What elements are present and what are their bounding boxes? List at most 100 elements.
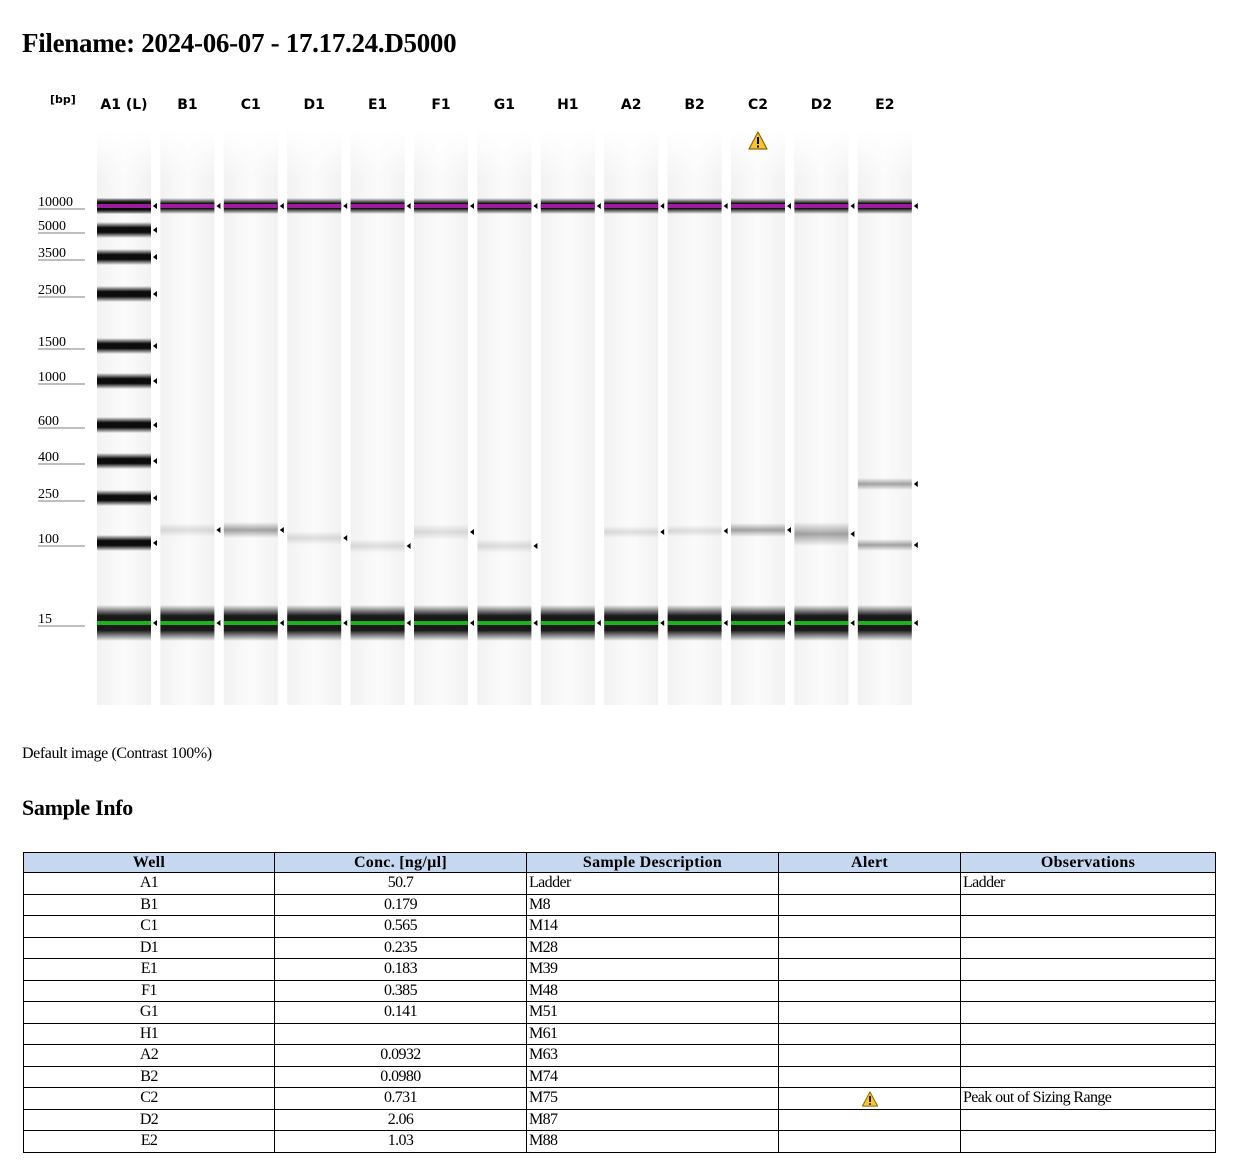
- table-row: F1 0.385 M48: [23, 979, 1216, 1002]
- lower-marker: [223, 621, 278, 625]
- description-cell: M51: [526, 1001, 779, 1024]
- lane-label: E1: [368, 97, 387, 113]
- conc-cell: 50.7: [274, 872, 527, 895]
- ladder-size-label: 250: [38, 487, 59, 502]
- gel-lane: [540, 130, 601, 705]
- ladder-band: [97, 535, 151, 551]
- well-cell: B1: [23, 893, 275, 916]
- conc-cell: [274, 1022, 527, 1045]
- lower-marker: [350, 621, 405, 625]
- gel-lane: [97, 130, 157, 705]
- gel-lane: [857, 130, 918, 705]
- sample-band: [160, 523, 215, 537]
- gel-lane: [604, 130, 665, 705]
- alert-cell: [778, 1065, 961, 1088]
- alert-cell: [778, 915, 961, 938]
- section-title: Sample Info: [22, 795, 133, 820]
- sample-band: [604, 526, 659, 538]
- description-cell: M74: [526, 1065, 779, 1088]
- gel-lane: [160, 130, 221, 705]
- header-observations: Observations: [960, 852, 1216, 873]
- conc-cell: 0.565: [274, 915, 527, 938]
- ladder-size-label: 15: [38, 612, 52, 627]
- table-row: C1 0.565 M14: [23, 915, 1216, 938]
- upper-marker: [794, 204, 849, 208]
- alert-cell: [778, 1044, 961, 1067]
- table-row: B1 0.179 M8: [23, 893, 1216, 916]
- gel-lane: [794, 130, 855, 705]
- header-description: Sample Description: [526, 852, 779, 873]
- conc-cell: 0.179: [274, 893, 527, 916]
- ladder-size-label: 3500: [38, 246, 66, 261]
- upper-marker: [604, 204, 659, 208]
- lower-marker: [160, 621, 215, 625]
- alert-cell: [778, 1022, 961, 1045]
- page-title: Filename: 2024-06-07 - 17.17.24.D5000: [22, 28, 457, 58]
- upper-marker: [97, 204, 151, 208]
- alert-cell: [778, 979, 961, 1002]
- ladder-size-label: 400: [38, 450, 59, 465]
- ladder-size-label: 10000: [38, 195, 73, 210]
- sample-info-table: Well Conc. [ng/µl] Sample Description Al…: [23, 852, 1216, 1153]
- lower-marker: [794, 621, 849, 625]
- upper-marker: [350, 204, 405, 208]
- table-row: B2 0.0980 M74: [23, 1065, 1216, 1088]
- gel-lane: [414, 130, 474, 705]
- well-cell: D1: [23, 936, 275, 959]
- sample-band: [857, 478, 912, 490]
- lane-label: D1: [304, 97, 325, 113]
- ladder-band: [97, 222, 151, 238]
- observations-cell: [960, 1001, 1216, 1024]
- well-cell: C2: [23, 1087, 275, 1110]
- sample-band: [857, 539, 912, 551]
- description-cell: M75: [526, 1087, 779, 1110]
- table-row: G1 0.141 M51: [23, 1001, 1216, 1024]
- lane-label: H1: [557, 97, 578, 113]
- lane-label: G1: [494, 97, 515, 113]
- table-row: C2 0.731 M75 Peak out of Sizing Range: [23, 1087, 1216, 1110]
- ladder-band: [97, 453, 151, 469]
- header-conc: Conc. [ng/µl]: [274, 852, 527, 873]
- upper-marker: [414, 204, 468, 208]
- description-cell: Ladder: [526, 872, 779, 895]
- alert-cell: [778, 1108, 961, 1131]
- lower-marker: [604, 621, 659, 625]
- conc-cell: 0.385: [274, 979, 527, 1002]
- ladder-band: [97, 286, 151, 302]
- well-cell: C1: [23, 915, 275, 938]
- lane-label: A2: [621, 97, 642, 113]
- table-row: E1 0.183 M39: [23, 958, 1216, 981]
- lower-marker: [540, 621, 595, 625]
- upper-marker: [160, 204, 215, 208]
- ladder-band: [97, 338, 151, 354]
- header-alert: Alert: [778, 852, 961, 873]
- description-cell: M87: [526, 1108, 779, 1131]
- gel-lane: [477, 130, 538, 705]
- upper-marker: [477, 204, 532, 208]
- alert-cell: [778, 958, 961, 981]
- conc-cell: 2.06: [274, 1108, 527, 1131]
- lower-marker: [97, 621, 151, 625]
- conc-cell: 0.141: [274, 1001, 527, 1024]
- conc-cell: 0.235: [274, 936, 527, 959]
- observations-cell: Ladder: [960, 872, 1216, 895]
- alert-cell: [778, 872, 961, 895]
- gel-image: [bp] A1 (L) B1 C1 D1 E1 F1 G1 H1 A2 B2 C2 D2 E2 1000…: [38, 93, 918, 705]
- gel-lane: [731, 130, 791, 705]
- upper-marker: [287, 204, 342, 208]
- well-cell: A1: [23, 872, 275, 895]
- ladder-size-label: 5000: [38, 219, 66, 234]
- well-cell: E1: [23, 958, 275, 981]
- sample-band: [477, 539, 532, 553]
- gel-lane: [350, 130, 411, 705]
- table-row: A2 0.0932 M63: [23, 1044, 1216, 1067]
- sample-band: [350, 539, 405, 553]
- ladder-band: [97, 417, 151, 433]
- gel-lane: [667, 130, 728, 705]
- description-cell: M8: [526, 893, 779, 916]
- upper-marker: [667, 204, 722, 208]
- lane-label: D2: [811, 97, 832, 113]
- observations-cell: Peak out of Sizing Range: [960, 1087, 1216, 1110]
- well-cell: H1: [23, 1022, 275, 1045]
- ladder-band: [97, 490, 151, 506]
